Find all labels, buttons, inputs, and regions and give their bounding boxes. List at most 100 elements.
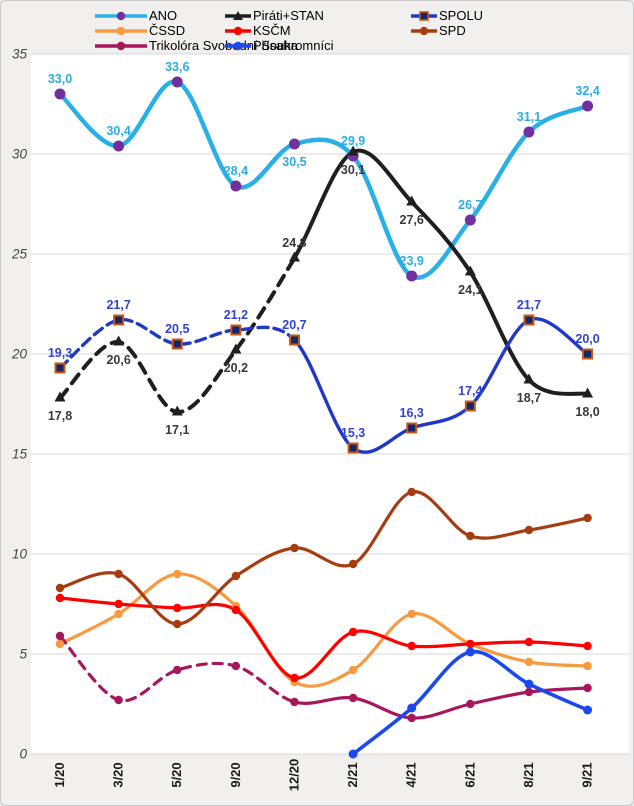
- legend-swatch-trikol-ra-svobodn-soukromn-ci: [95, 41, 147, 50]
- x-tick-label: 4/21: [404, 762, 419, 787]
- legend-label-spd: SPD: [439, 23, 466, 38]
- legend-item-ks-m: KSČM: [225, 23, 291, 38]
- marker-pir-ti-stan: [347, 145, 359, 156]
- marker-p-saha: [465, 647, 475, 657]
- legend-marker-trikol-ra-svobodn-soukromn-ci: [116, 41, 126, 50]
- marker-ks-m: [55, 593, 65, 603]
- data-label-spolu: 16,3: [400, 406, 424, 420]
- chart-legend: ANO Piráti+STAN SPOLU ČSSD KSČM SPD Trikolóra …: [1, 1, 633, 53]
- marker-trikol-ra-svobodn-soukromn-ci: [466, 699, 475, 709]
- marker-spd: [55, 583, 65, 593]
- marker-ssd: [583, 661, 592, 671]
- legend-swatch-spd: [411, 26, 437, 35]
- marker-spd: [231, 571, 241, 581]
- data-label-spolu: 20,5: [165, 322, 189, 336]
- marker-spolu: [406, 422, 418, 434]
- marker-ks-m: [407, 641, 416, 651]
- marker-trikol-ra-svobodn-soukromn-ci: [348, 693, 358, 703]
- marker-spd: [114, 569, 123, 579]
- data-label-spolu: 15,3: [341, 426, 365, 440]
- data-label-ano: 33,6: [165, 60, 189, 74]
- marker-ks-m: [231, 605, 241, 615]
- marker-trikol-ra-svobodn-soukromn-ci: [231, 661, 241, 671]
- plot-area: [31, 54, 629, 754]
- legend-swatch-ano: [95, 11, 147, 20]
- marker-pir-ti-stan: [523, 373, 535, 384]
- legend-label-p-saha: Přísaha: [253, 38, 298, 53]
- marker-trikol-ra-svobodn-soukromn-ci: [583, 683, 592, 693]
- marker-ano: [582, 100, 594, 112]
- data-label-pir-ti-stan: 17,8: [48, 409, 72, 423]
- line-spd: [58, 490, 590, 626]
- legend-marker-ssd: [116, 26, 126, 35]
- data-label-spolu: 21,7: [517, 298, 541, 312]
- line-ks-m: [58, 596, 590, 680]
- legend-marker-spolu: [419, 10, 429, 21]
- marker-spolu: [582, 348, 594, 360]
- marker-spd: [290, 543, 299, 553]
- marker-spolu: [54, 362, 66, 374]
- x-tick-label: 5/20: [169, 762, 184, 787]
- marker-pir-ti-stan: [464, 265, 476, 276]
- marker-spd: [173, 619, 182, 629]
- marker-spd: [348, 559, 358, 569]
- legend-swatch-p-saha: [225, 41, 251, 50]
- x-tick-label: 6/21: [462, 762, 477, 787]
- y-tick-label: 30: [12, 147, 28, 162]
- line-ano: [57, 79, 590, 280]
- data-label-ano: 33,0: [48, 72, 72, 86]
- y-tick-label: 15: [12, 447, 28, 462]
- data-label-pir-ti-stan: 18,0: [575, 405, 599, 419]
- x-tick-label: 9/21: [580, 762, 595, 787]
- data-label-ano: 31,1: [517, 110, 541, 124]
- marker-trikol-ra-svobodn-soukromn-ci: [407, 713, 416, 723]
- marker-spolu: [464, 400, 476, 412]
- marker-ano: [464, 214, 476, 226]
- marker-ano: [406, 270, 418, 282]
- y-tick-label: 35: [12, 47, 28, 62]
- marker-spd: [524, 525, 534, 535]
- marker-ks-m: [466, 639, 475, 649]
- line-trikol-ra-svobodn-soukromn-ci: [58, 634, 297, 704]
- x-tick-label: 9/20: [228, 762, 243, 787]
- marker-p-saha: [348, 749, 358, 759]
- marker-spolu: [523, 314, 535, 326]
- legend-item-pir-ti-stan: Piráti+STAN: [225, 8, 324, 23]
- data-label-ano: 30,4: [106, 124, 130, 138]
- y-tick-label: 5: [19, 647, 27, 662]
- marker-trikol-ra-svobodn-soukromn-ci: [290, 697, 299, 707]
- marker-ano: [288, 138, 300, 150]
- marker-spd: [466, 531, 475, 541]
- marker-trikol-ra-svobodn-soukromn-ci: [55, 631, 65, 641]
- marker-p-saha: [583, 705, 593, 715]
- marker-ks-m: [583, 641, 592, 651]
- data-label-ano: 26,7: [458, 198, 482, 212]
- marker-pir-ti-stan: [230, 343, 242, 354]
- marker-spd: [583, 513, 592, 523]
- marker-pir-ti-stan: [113, 335, 125, 346]
- legend-item-ssd: ČSSD: [95, 23, 185, 38]
- data-label-pir-ti-stan: 24,1: [458, 283, 482, 297]
- data-label-spolu: 20,7: [282, 318, 306, 332]
- marker-ano: [230, 180, 242, 192]
- marker-ano: [523, 126, 535, 138]
- marker-ano: [113, 140, 125, 152]
- marker-spolu: [171, 338, 183, 350]
- marker-p-saha: [407, 703, 417, 713]
- line-ssd: [58, 572, 590, 688]
- marker-pir-ti-stan: [54, 391, 66, 402]
- y-tick-label: 25: [11, 247, 28, 262]
- legend-marker-ks-m: [233, 26, 243, 35]
- marker-trikol-ra-svobodn-soukromn-ci: [173, 665, 182, 675]
- marker-spd: [407, 487, 416, 497]
- legend-label-pir-ti-stan: Piráti+STAN: [253, 8, 324, 23]
- data-label-ano: 23,9: [400, 254, 424, 268]
- data-label-ano: 30,5: [282, 155, 306, 169]
- marker-trikol-ra-svobodn-soukromn-ci: [524, 687, 534, 697]
- data-label-pir-ti-stan: 27,6: [400, 213, 424, 227]
- data-label-spolu: 21,2: [224, 308, 248, 322]
- legend-label-spolu: SPOLU: [439, 8, 484, 23]
- marker-spolu: [113, 314, 125, 326]
- data-label-spolu: 21,7: [106, 298, 130, 312]
